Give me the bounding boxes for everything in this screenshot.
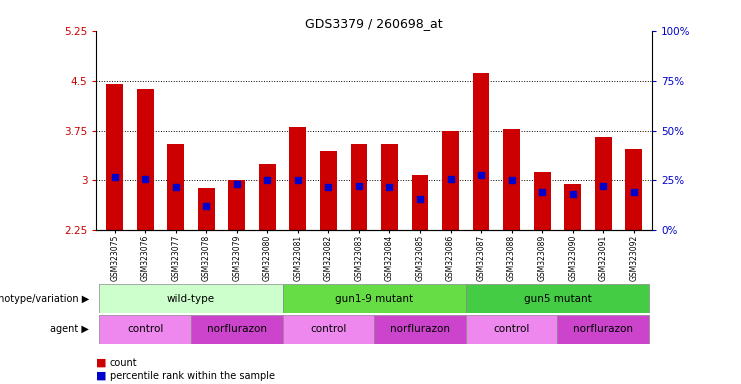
Bar [228,180,245,230]
Text: ■: ■ [96,371,107,381]
Bar [350,144,368,230]
Bar [198,189,215,230]
Text: control: control [310,324,347,334]
Title: GDS3379 / 260698_at: GDS3379 / 260698_at [305,17,443,30]
Bar [137,89,153,230]
Bar [503,129,520,230]
Text: gun1-9 mutant: gun1-9 mutant [335,293,413,304]
Bar [442,131,459,230]
Text: ■: ■ [96,358,107,368]
Bar [557,315,649,344]
Bar [466,315,557,344]
Bar [320,151,337,230]
Text: genotype/variation ▶: genotype/variation ▶ [0,293,89,304]
Text: norflurazon: norflurazon [207,324,267,334]
Bar [191,315,282,344]
Text: gun5 mutant: gun5 mutant [524,293,591,304]
Bar [259,164,276,230]
Text: count: count [110,358,137,368]
Bar [99,315,191,344]
Bar [381,144,398,230]
Text: control: control [494,324,530,334]
Bar [282,284,466,313]
Text: control: control [127,324,163,334]
Text: percentile rank within the sample: percentile rank within the sample [110,371,275,381]
Bar [595,137,611,230]
Bar [374,315,466,344]
Bar [106,84,123,230]
Text: norflurazon: norflurazon [390,324,450,334]
Bar [282,315,374,344]
Bar [99,284,282,313]
Bar [565,184,581,230]
Bar [473,73,490,230]
Bar [290,127,306,230]
Text: agent ▶: agent ▶ [50,324,89,334]
Text: wild-type: wild-type [167,293,215,304]
Bar [466,284,649,313]
Text: norflurazon: norflurazon [574,324,634,334]
Bar [411,175,428,230]
Bar [625,149,642,230]
Bar [167,144,184,230]
Bar [534,172,551,230]
